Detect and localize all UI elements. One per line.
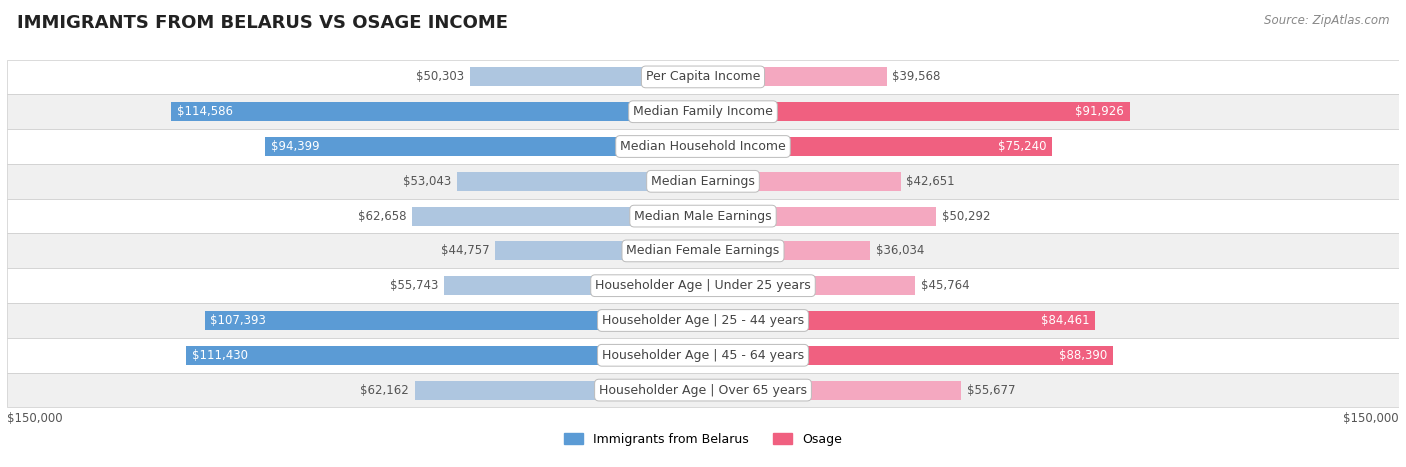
FancyBboxPatch shape [7,234,1399,269]
FancyBboxPatch shape [7,303,1399,338]
Text: $150,000: $150,000 [7,411,63,425]
Bar [703,276,915,295]
Legend: Immigrants from Belarus, Osage: Immigrants from Belarus, Osage [560,428,846,451]
FancyBboxPatch shape [7,269,1399,303]
Text: Median Family Income: Median Family Income [633,105,773,118]
Text: Median Male Earnings: Median Male Earnings [634,210,772,223]
Text: IMMIGRANTS FROM BELARUS VS OSAGE INCOME: IMMIGRANTS FROM BELARUS VS OSAGE INCOME [17,14,508,32]
Text: Median Household Income: Median Household Income [620,140,786,153]
Bar [470,67,703,86]
Text: $94,399: $94,399 [270,140,319,153]
FancyBboxPatch shape [7,164,1399,198]
Bar [186,346,703,365]
Text: $91,926: $91,926 [1076,105,1123,118]
Text: Median Earnings: Median Earnings [651,175,755,188]
Text: Householder Age | Over 65 years: Householder Age | Over 65 years [599,383,807,396]
Bar [703,206,936,226]
Bar [172,102,703,121]
Text: Median Female Earnings: Median Female Earnings [627,244,779,257]
Text: $36,034: $36,034 [876,244,924,257]
Bar [703,172,901,191]
Bar [703,241,870,261]
Text: Householder Age | 25 - 44 years: Householder Age | 25 - 44 years [602,314,804,327]
Bar [703,311,1095,330]
Bar [703,381,962,400]
Bar [205,311,703,330]
Text: $111,430: $111,430 [191,349,247,362]
FancyBboxPatch shape [7,129,1399,164]
Text: $55,677: $55,677 [967,383,1015,396]
Text: $107,393: $107,393 [211,314,266,327]
Text: $50,303: $50,303 [416,71,464,84]
Text: $55,743: $55,743 [391,279,439,292]
Text: $53,043: $53,043 [404,175,451,188]
Text: $150,000: $150,000 [1343,411,1399,425]
FancyBboxPatch shape [7,338,1399,373]
Bar [415,381,703,400]
Text: $62,658: $62,658 [359,210,406,223]
Text: $39,568: $39,568 [893,71,941,84]
Bar [703,346,1114,365]
Text: $84,461: $84,461 [1040,314,1090,327]
Text: $62,162: $62,162 [360,383,409,396]
FancyBboxPatch shape [7,373,1399,408]
Bar [495,241,703,261]
Bar [264,137,703,156]
Bar [457,172,703,191]
Bar [444,276,703,295]
Bar [412,206,703,226]
Text: $114,586: $114,586 [177,105,233,118]
Text: $44,757: $44,757 [441,244,489,257]
Text: $42,651: $42,651 [907,175,955,188]
Bar [703,67,887,86]
Text: Per Capita Income: Per Capita Income [645,71,761,84]
Text: $88,390: $88,390 [1059,349,1108,362]
FancyBboxPatch shape [7,198,1399,234]
Text: Source: ZipAtlas.com: Source: ZipAtlas.com [1264,14,1389,27]
Text: $75,240: $75,240 [998,140,1046,153]
Text: Householder Age | Under 25 years: Householder Age | Under 25 years [595,279,811,292]
FancyBboxPatch shape [7,59,1399,94]
Bar [703,137,1052,156]
Text: Householder Age | 45 - 64 years: Householder Age | 45 - 64 years [602,349,804,362]
Bar [703,102,1129,121]
FancyBboxPatch shape [7,94,1399,129]
Text: $50,292: $50,292 [942,210,990,223]
Text: $45,764: $45,764 [921,279,970,292]
